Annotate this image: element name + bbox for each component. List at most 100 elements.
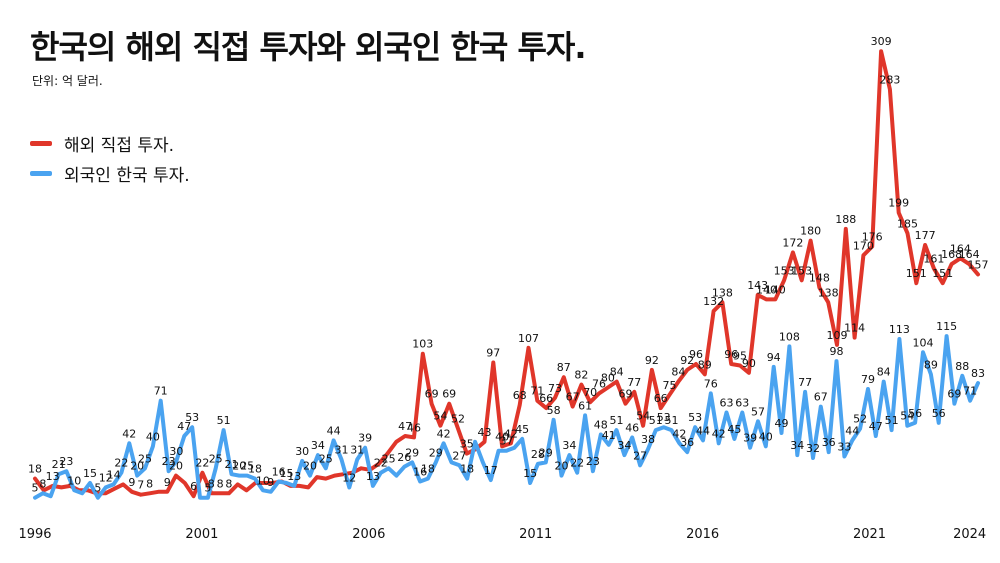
chart-subtitle: 단위: 억 달러. (32, 74, 103, 88)
data-label: 5 (32, 482, 39, 495)
data-label: 58 (547, 404, 561, 417)
data-label: 20 (303, 460, 317, 473)
data-label: 9 (164, 476, 171, 489)
data-label: 66 (539, 392, 553, 405)
data-label: 71 (154, 385, 168, 398)
legend: 해외 직접 투자. 외국인 한국 투자. (30, 128, 190, 188)
data-label: 79 (861, 373, 875, 386)
data-label: 13 (46, 470, 60, 483)
data-label: 15 (83, 467, 97, 480)
data-label: 98 (830, 345, 844, 358)
x-tick-label: 2006 (352, 527, 385, 542)
data-label: 42 (504, 427, 518, 440)
data-label: 70 (583, 386, 597, 399)
data-label: 22 (570, 457, 584, 470)
data-label: 42 (712, 427, 726, 440)
data-label: 63 (720, 397, 734, 410)
data-label: 69 (425, 388, 439, 401)
x-tick-label: 2016 (686, 527, 719, 542)
data-label: 47 (398, 420, 412, 433)
data-label: 138 (818, 286, 839, 299)
data-label: 153 (774, 264, 795, 277)
data-label: 29 (429, 446, 443, 459)
data-label: 54 (636, 410, 650, 423)
legend-label-outbound: 해외 직접 투자. (64, 135, 175, 156)
legend-item-inbound: 외국인 한국 투자. (30, 158, 190, 188)
data-label: 36 (680, 436, 694, 449)
data-label: 92 (680, 354, 694, 367)
data-label: 21 (52, 458, 66, 471)
data-label: 47 (869, 420, 883, 433)
data-label: 18 (460, 463, 474, 476)
data-label: 53 (688, 411, 702, 424)
data-label: 185 (897, 217, 918, 230)
data-label: 12 (99, 471, 113, 484)
data-label: 40 (146, 430, 160, 443)
data-label: 153 (791, 264, 812, 277)
data-label: 67 (566, 391, 580, 404)
data-label: 97 (486, 347, 500, 360)
data-label: 34 (790, 439, 804, 452)
data-label: 31 (335, 444, 349, 457)
data-label: 23 (162, 455, 176, 468)
x-tick-label: 2021 (853, 527, 886, 542)
data-label: 56 (908, 407, 922, 420)
legend-swatch-outbound (30, 140, 52, 146)
data-label: 66 (654, 392, 668, 405)
data-label: 46 (625, 421, 639, 434)
data-label: 63 (735, 397, 749, 410)
data-label: 27 (452, 449, 466, 462)
data-label: 20 (555, 460, 569, 473)
data-label: 43 (478, 426, 492, 439)
data-label: 109 (827, 329, 848, 342)
data-label: 45 (727, 423, 741, 436)
data-label: 68 (513, 389, 527, 402)
data-label: 69 (947, 388, 961, 401)
data-label: 67 (814, 391, 828, 404)
data-label: 5 (204, 482, 211, 495)
data-label: 115 (936, 320, 957, 333)
data-label: 18 (421, 463, 435, 476)
data-label: 51 (885, 414, 899, 427)
data-label: 25 (319, 452, 333, 465)
data-label: 96 (724, 348, 738, 361)
data-label: 54 (433, 410, 447, 423)
data-label: 84 (671, 366, 685, 379)
data-label: 39 (743, 432, 757, 445)
data-label: 21 (225, 458, 239, 471)
data-label: 104 (913, 336, 934, 349)
data-label: 30 (169, 445, 183, 458)
data-label: 37 (500, 435, 514, 448)
data-label: 22 (195, 457, 209, 470)
data-label: 5 (94, 482, 101, 495)
data-label: 132 (703, 295, 724, 308)
data-label: 44 (845, 424, 859, 437)
data-label: 164 (950, 242, 971, 255)
data-label: 34 (617, 439, 631, 452)
data-label: 22 (374, 457, 388, 470)
data-label: 17 (484, 464, 498, 477)
data-label: 161 (923, 253, 944, 266)
data-label: 61 (578, 399, 592, 412)
data-label: 148 (809, 272, 830, 285)
data-label: 49 (775, 417, 789, 430)
data-label: 16 (413, 466, 427, 479)
data-label: 40 (495, 430, 509, 443)
data-label: 13 (366, 470, 380, 483)
data-label: 7 (137, 479, 144, 492)
data-label: 83 (971, 367, 985, 380)
data-label: 157 (968, 258, 989, 271)
x-tick-label: 2001 (185, 527, 218, 542)
data-label: 180 (800, 225, 821, 238)
data-label: 25 (382, 452, 396, 465)
data-label: 151 (906, 267, 927, 280)
data-label: 77 (627, 376, 641, 389)
data-label: 20 (130, 460, 144, 473)
data-label: 20 (169, 460, 183, 473)
data-label: 168 (941, 248, 962, 261)
data-label: 177 (915, 229, 936, 242)
data-label: 34 (311, 439, 325, 452)
data-label: 20 (232, 460, 246, 473)
legend-item-outbound: 해외 직접 투자. (30, 128, 190, 158)
